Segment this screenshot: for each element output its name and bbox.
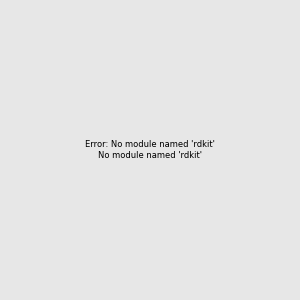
Text: Error: No module named 'rdkit'
No module named 'rdkit': Error: No module named 'rdkit' No module… (85, 140, 215, 160)
